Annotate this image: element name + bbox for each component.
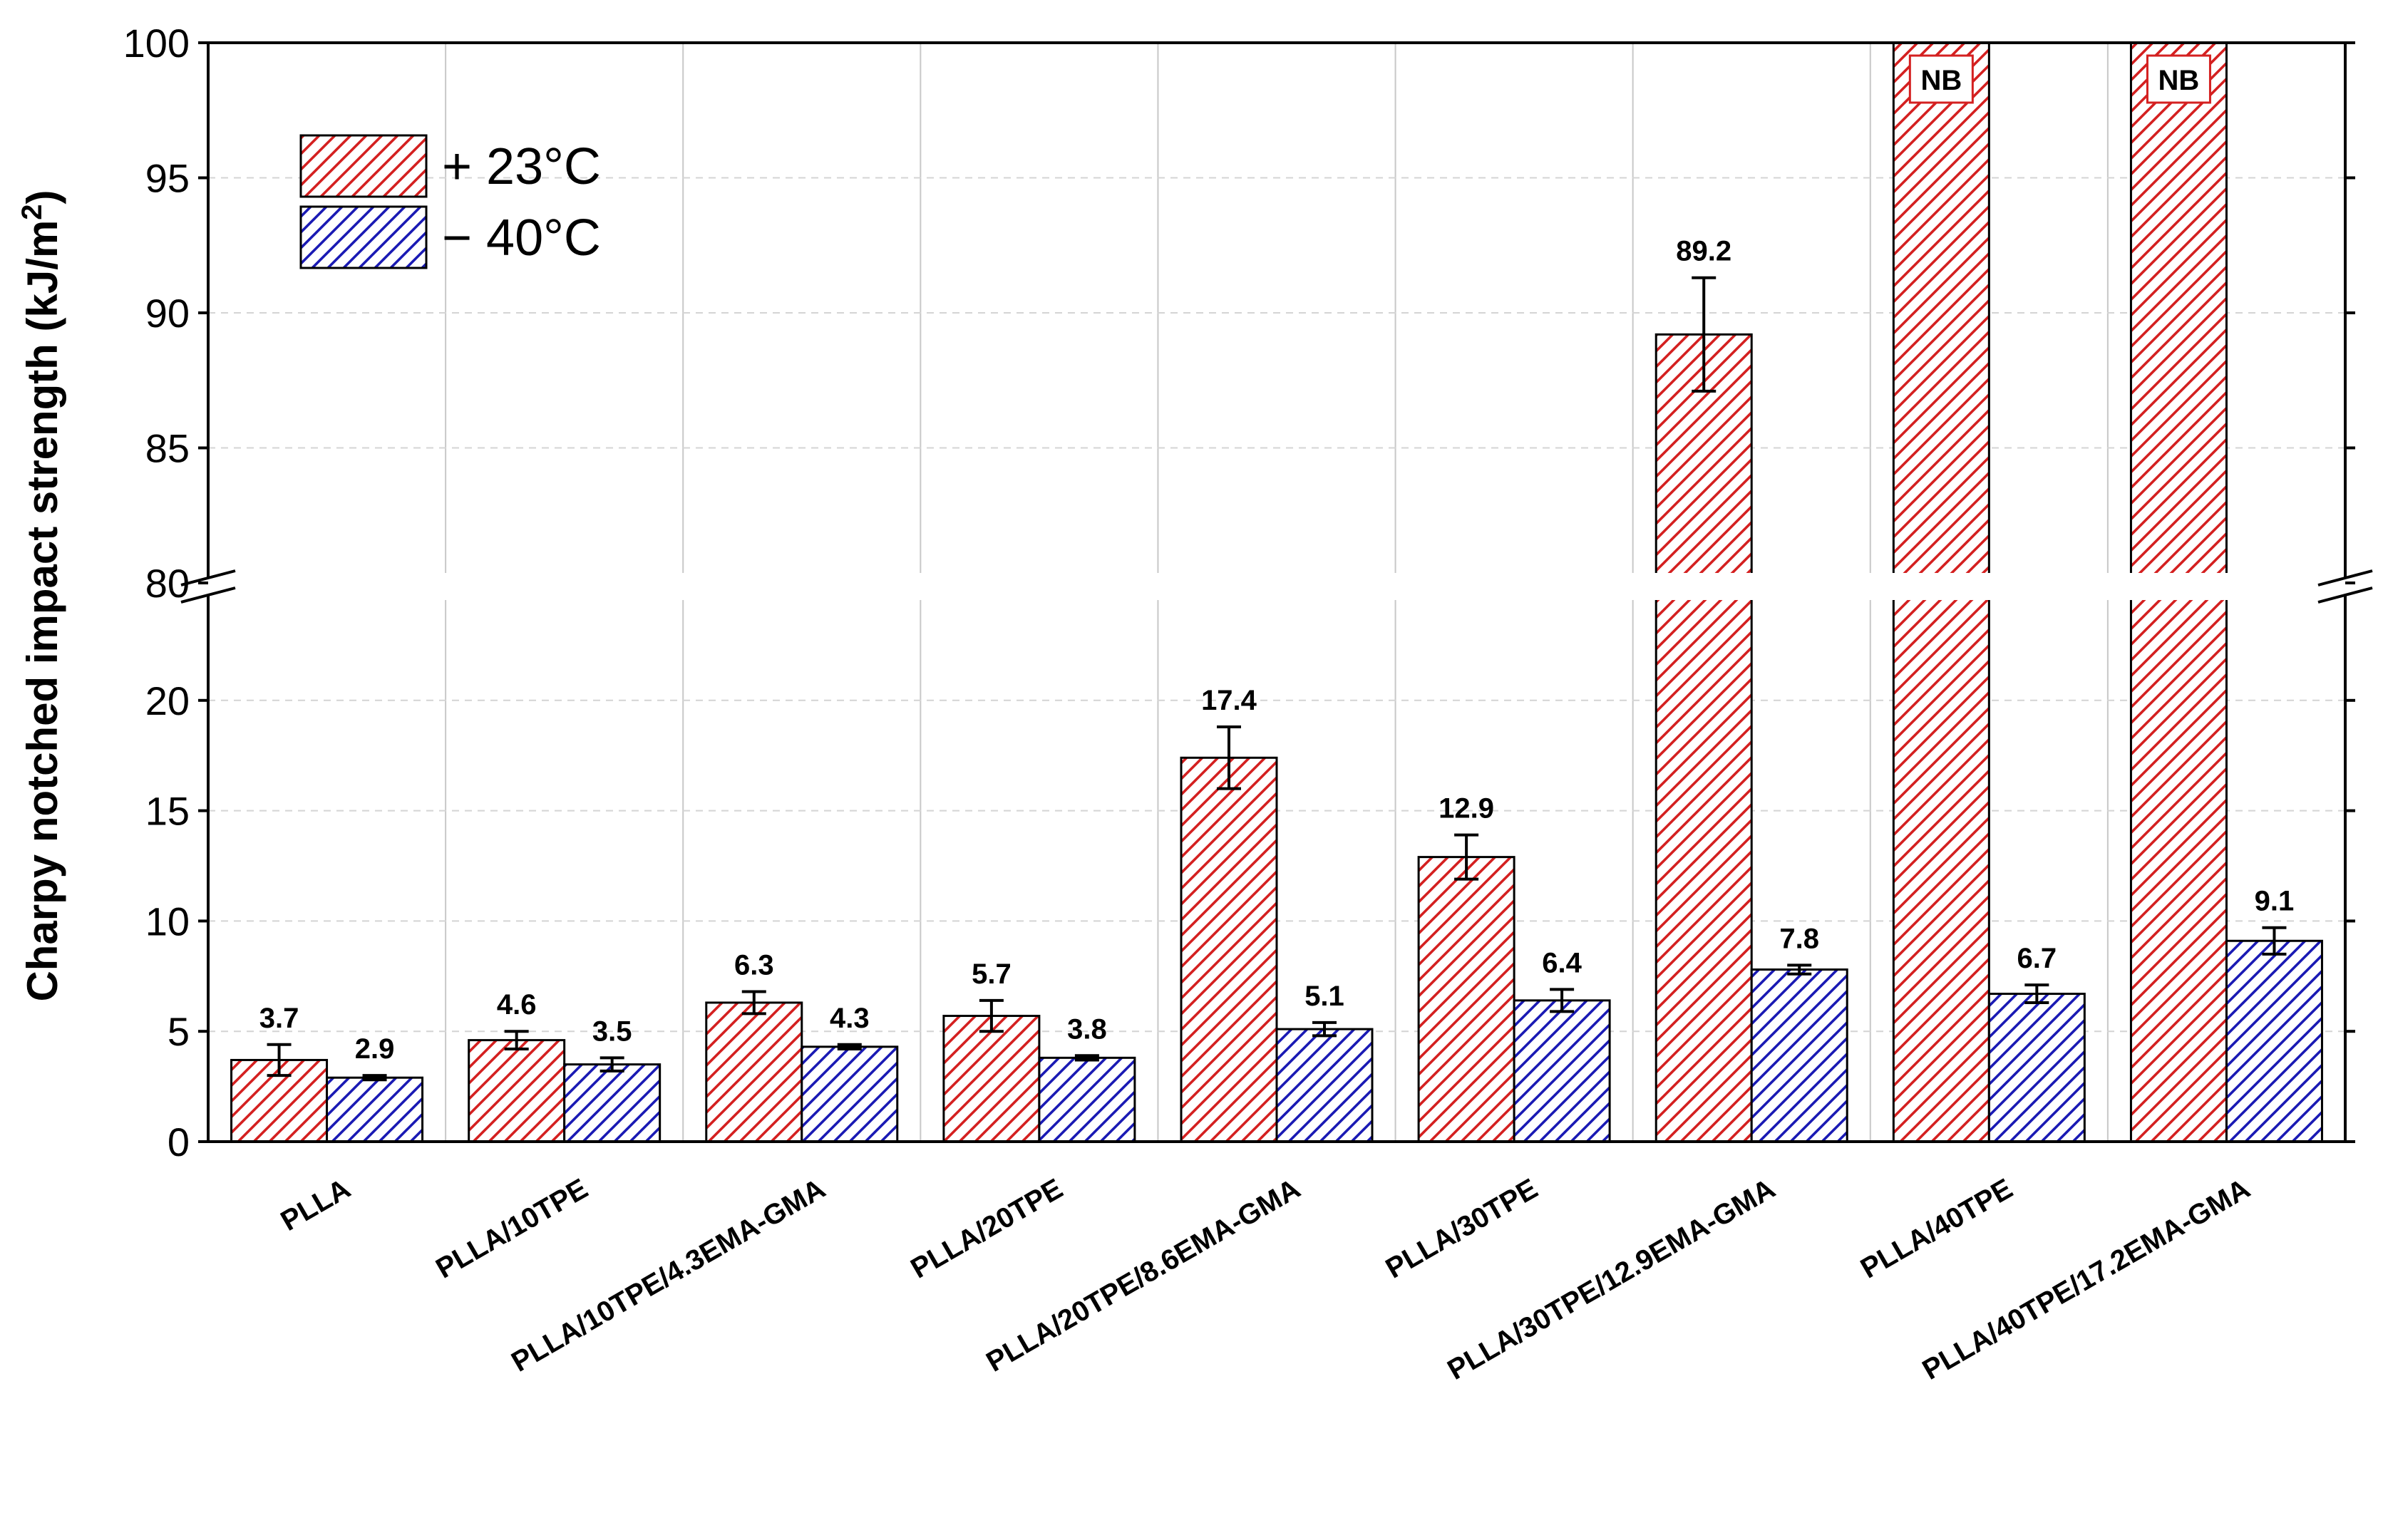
bar-minus40c-2 bbox=[801, 1045, 899, 1143]
value-label: 89.2 bbox=[1676, 236, 1731, 267]
break-gap bbox=[180, 573, 2374, 600]
y-tick-label: 0 bbox=[168, 1120, 190, 1164]
value-label: 4.6 bbox=[497, 989, 537, 1020]
y-tick-label: 100 bbox=[123, 21, 190, 66]
value-label: 9.1 bbox=[2255, 886, 2295, 917]
y-tick-label: 85 bbox=[145, 426, 190, 471]
value-label: 7.8 bbox=[1779, 923, 1819, 954]
value-label: 6.7 bbox=[2017, 943, 2057, 974]
value-label: 17.4 bbox=[1201, 685, 1257, 716]
axes bbox=[198, 41, 2355, 1143]
value-label: 3.8 bbox=[1067, 1013, 1107, 1045]
axis-break bbox=[180, 569, 2374, 604]
y-axis-label-main: Charpy notched impact strength (kJ/m bbox=[19, 220, 66, 1002]
bar-minus40c-4 bbox=[1275, 1028, 1374, 1143]
nb-label: NB bbox=[2158, 65, 2200, 96]
y-tick-label: 15 bbox=[145, 789, 190, 834]
legend-label-minus40c: − 40°C bbox=[442, 210, 601, 267]
value-label: 6.4 bbox=[1542, 947, 1582, 978]
value-label: 12.9 bbox=[1439, 793, 1494, 825]
y-axis-label-end: ) bbox=[19, 190, 66, 204]
category-label: PLLA bbox=[276, 1173, 356, 1237]
bar-23c-2 bbox=[705, 1001, 803, 1143]
bar-minus40c-1 bbox=[563, 1063, 662, 1143]
value-label: 4.3 bbox=[830, 1003, 870, 1034]
category-label: PLLA/20TPE bbox=[905, 1173, 1068, 1285]
y-tick-label: 10 bbox=[145, 899, 190, 944]
y-tick-label: 5 bbox=[168, 1009, 190, 1054]
y-tick-label: 80 bbox=[145, 561, 190, 606]
bar-23c-3 bbox=[942, 1015, 1041, 1143]
y-tick-label: 20 bbox=[145, 678, 190, 723]
legend-swatch-23c bbox=[299, 134, 428, 198]
category-label: PLLA/40TPE bbox=[1856, 1173, 2018, 1285]
value-labels: 3.7 4.6 6.3 5.7 17.4 12.9 89.2 NB NB 2.9 3.5 4.3 3.8… bbox=[259, 54, 2295, 1065]
bar-minus40c-3 bbox=[1038, 1056, 1136, 1143]
bar-23c-4 bbox=[1180, 756, 1278, 1143]
bar-minus40c-7 bbox=[1987, 993, 2086, 1143]
nb-badge bbox=[1908, 54, 1974, 104]
bar-minus40c-6 bbox=[1750, 968, 1848, 1143]
bar-23c-5 bbox=[1417, 856, 1515, 1143]
bar-minus40c-5 bbox=[1513, 999, 1611, 1143]
y-tick-label: 90 bbox=[145, 291, 190, 336]
legend-swatch-minus40c bbox=[299, 205, 428, 269]
value-label: 5.7 bbox=[972, 958, 1012, 990]
nb-badge bbox=[2146, 54, 2211, 104]
error-bars bbox=[267, 276, 2287, 1082]
category-label: PLLA/30TPE bbox=[1381, 1173, 1543, 1285]
category-label: PLLA/10TPE bbox=[431, 1173, 593, 1285]
legend-label-23c: + 23°C bbox=[442, 138, 601, 195]
value-label: 3.7 bbox=[259, 1003, 299, 1034]
value-label: 5.1 bbox=[1304, 981, 1344, 1012]
value-label: 6.3 bbox=[734, 949, 774, 981]
y-axis-label-sup: 2 bbox=[16, 204, 48, 219]
bar-minus40c-0 bbox=[326, 1076, 424, 1143]
bar-minus40c-8 bbox=[2225, 939, 2323, 1143]
y-tick-labels: 0 5 10 15 20 80 85 90 95 100 bbox=[123, 21, 190, 1164]
y-tick-label: 95 bbox=[145, 156, 190, 201]
value-label: 2.9 bbox=[355, 1033, 395, 1065]
value-label: 3.5 bbox=[592, 1016, 632, 1047]
bar-23c-6 bbox=[1654, 333, 1753, 1143]
legend: + 23°C − 40°C bbox=[299, 134, 601, 269]
nb-label: NB bbox=[1920, 65, 1962, 96]
y-axis-label: Charpy notched impact strength (kJ/m2) bbox=[16, 190, 66, 1001]
bar-23c-1 bbox=[468, 1039, 566, 1143]
